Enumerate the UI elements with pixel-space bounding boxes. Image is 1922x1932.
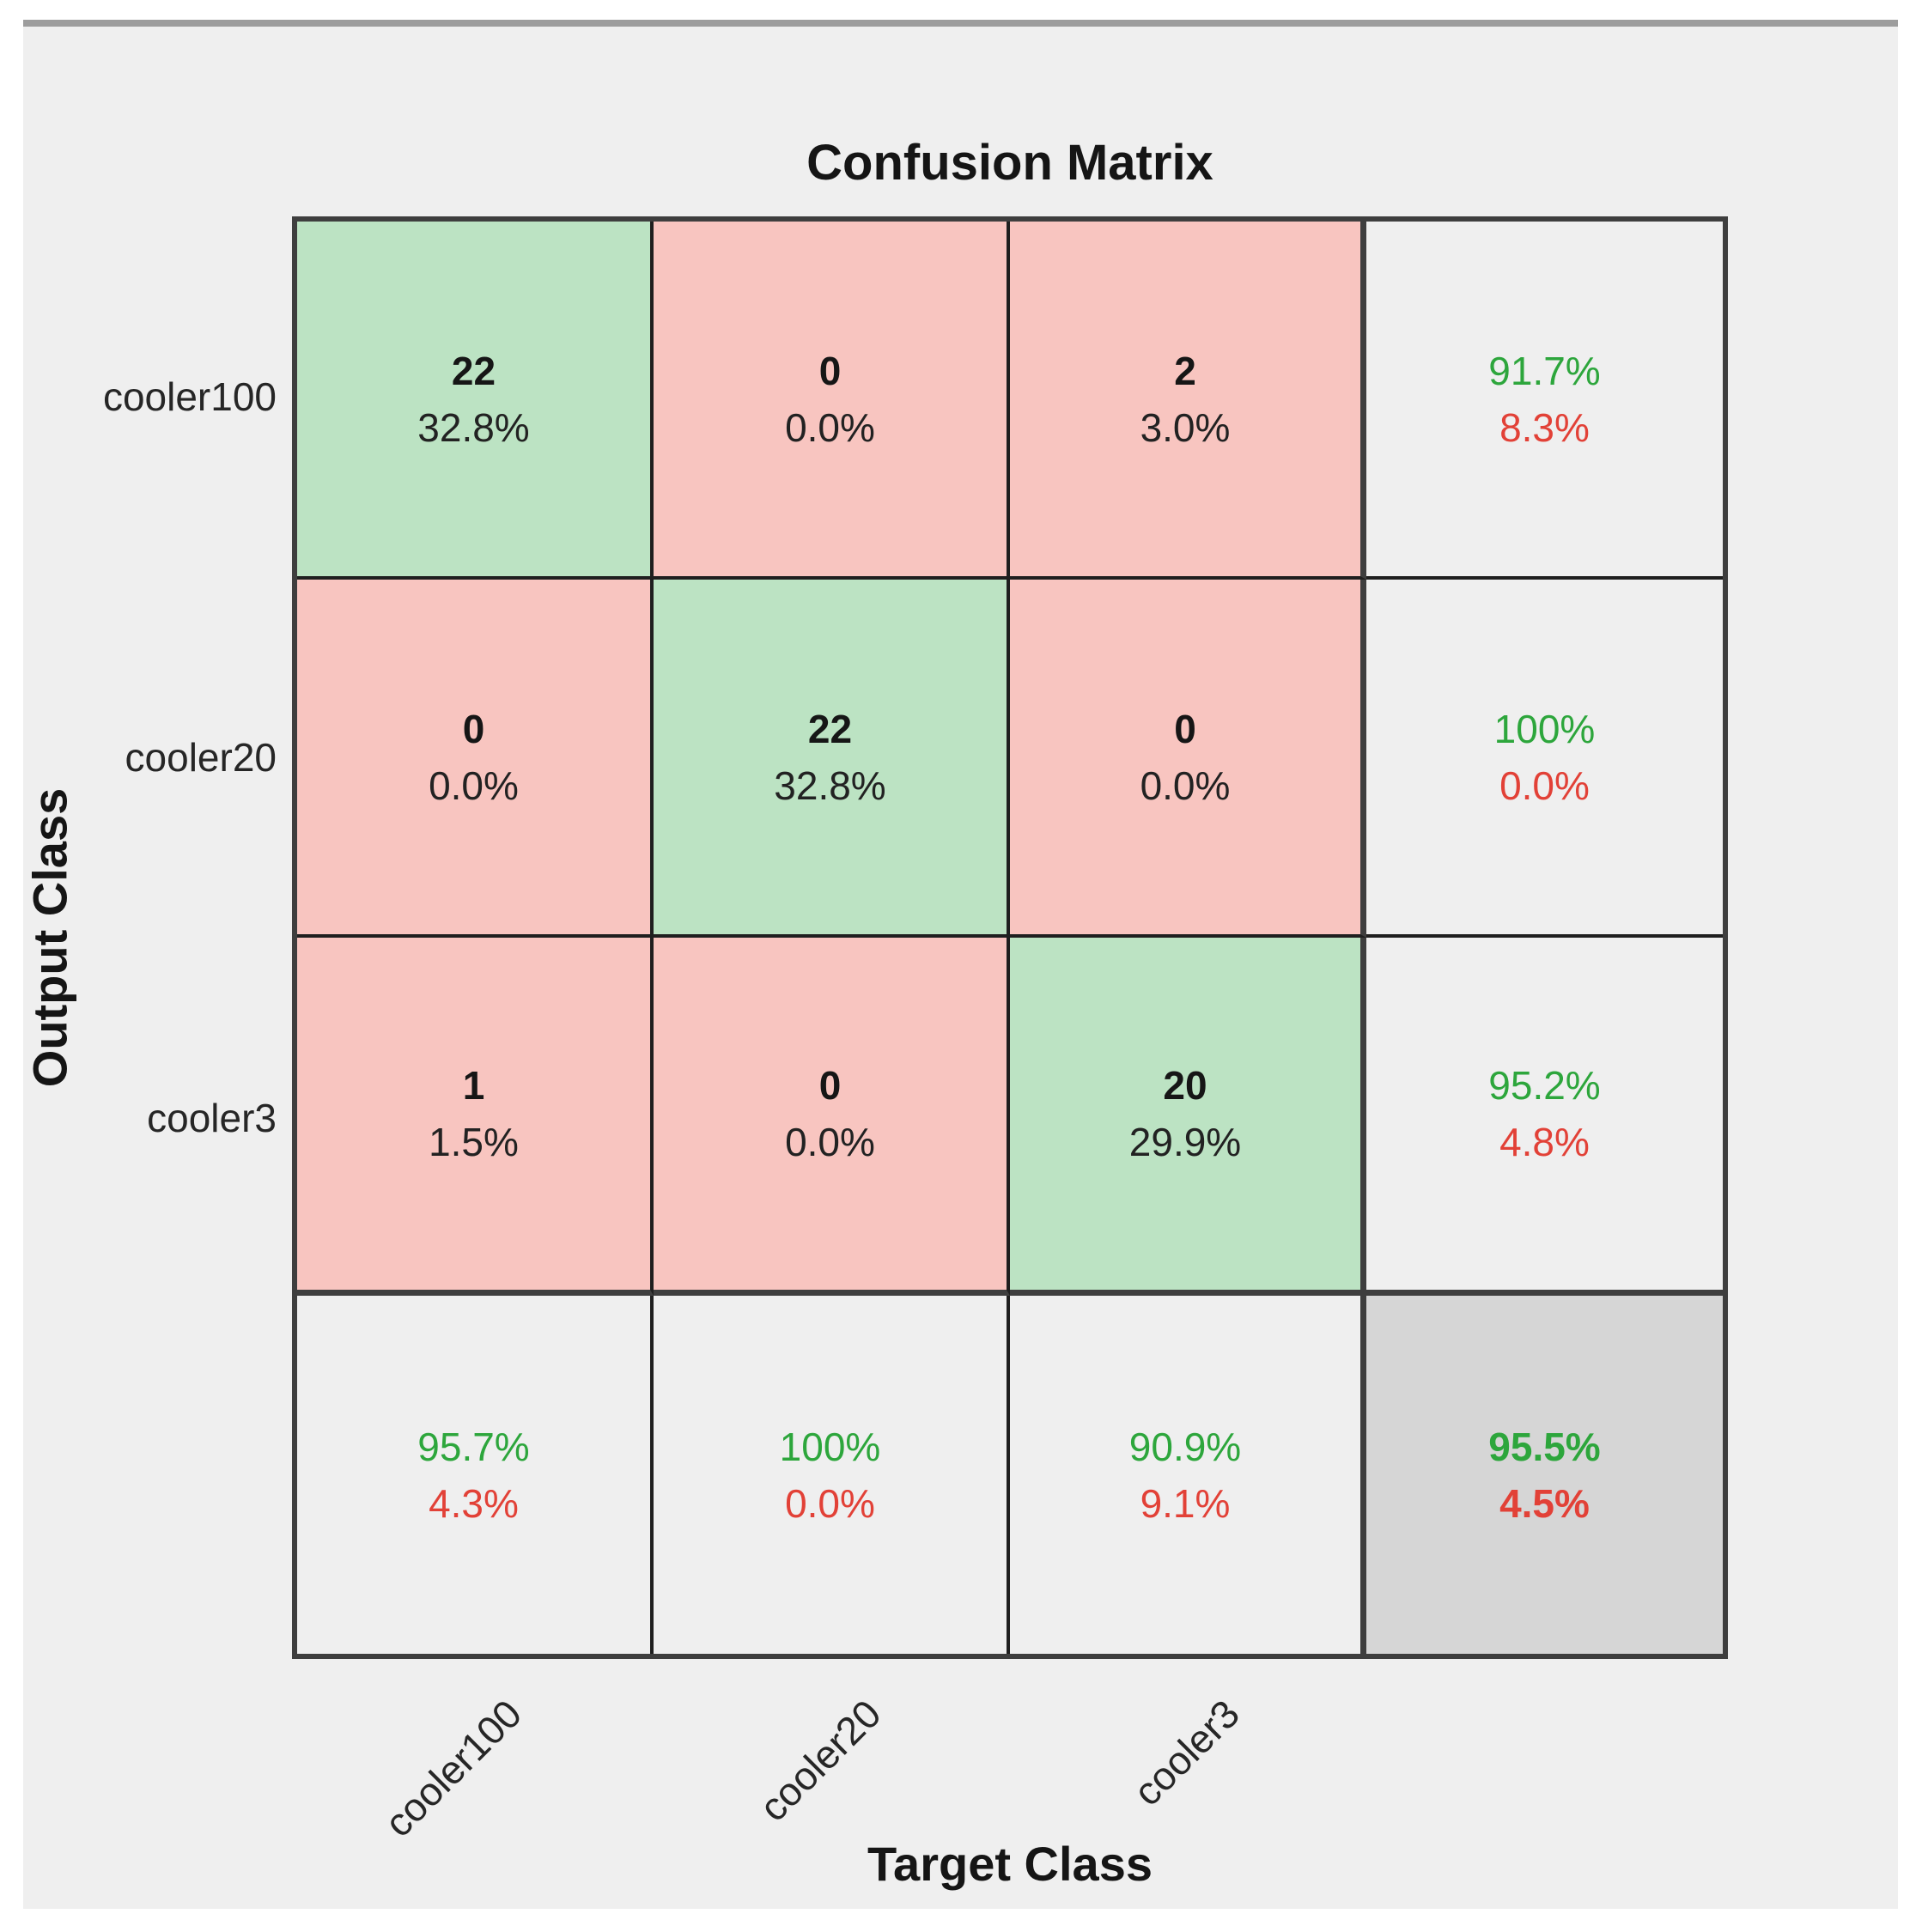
cell-positive-percent: 90.9% [1128, 1424, 1242, 1469]
cell-positive-percent: 100% [779, 1424, 881, 1469]
cell-positive-percent: 95.2% [1488, 1063, 1601, 1108]
x-axis-label: Target Class [867, 1837, 1153, 1891]
cell-r3c3: 20 29.9% [1010, 938, 1366, 1296]
overall-accuracy-percent: 95.5% [1488, 1424, 1601, 1469]
cell-count: 0 [462, 706, 485, 751]
cell-percent: 0.0% [785, 1120, 875, 1164]
cell-count: 0 [818, 1063, 842, 1108]
cell-count: 22 [451, 348, 496, 393]
cell-r2c3: 0 0.0% [1010, 580, 1366, 938]
cell-count: 22 [807, 706, 853, 751]
cell-percent: 0.0% [1140, 762, 1231, 808]
y-tick-cooler3: cooler3 [147, 1096, 277, 1140]
cell-count: 1 [462, 1063, 485, 1108]
cell-positive-percent: 91.7% [1488, 348, 1601, 393]
cell-r3-summary: 95.2% 4.8% [1366, 938, 1723, 1296]
cell-negative-percent: 4.3% [429, 1480, 519, 1526]
cell-count: 0 [1174, 706, 1196, 751]
cell-negative-percent: 0.0% [785, 1480, 875, 1526]
cell-percent: 3.0% [1140, 404, 1231, 450]
cell-percent: 32.8% [774, 762, 886, 808]
cell-overall-accuracy: 95.5% 4.5% [1366, 1296, 1723, 1654]
confusion-matrix-grid: 22 32.8% 0 0.0% 2 3.0% 91.7% 8.3% 0 0.0%… [292, 216, 1728, 1659]
overall-error-percent: 4.5% [1499, 1480, 1590, 1526]
cell-r3c1: 1 1.5% [297, 938, 654, 1296]
chart-title: Confusion Matrix [806, 135, 1213, 191]
cell-percent: 1.5% [429, 1120, 519, 1164]
cell-percent: 0.0% [429, 762, 519, 808]
cell-percent: 0.0% [785, 404, 875, 450]
cell-positive-percent: 100% [1493, 706, 1596, 751]
cell-negative-percent: 9.1% [1140, 1480, 1231, 1526]
cell-count: 0 [818, 348, 842, 393]
cell-r3c2: 0 0.0% [654, 938, 1010, 1296]
cell-r1-summary: 91.7% 8.3% [1366, 222, 1723, 580]
cell-c1-summary: 95.7% 4.3% [297, 1296, 654, 1654]
cell-percent: 29.9% [1128, 1120, 1242, 1164]
y-tick-cooler20: cooler20 [125, 735, 277, 780]
y-axis-label: Output Class [22, 787, 77, 1088]
cell-positive-percent: 95.7% [417, 1424, 530, 1469]
cell-negative-percent: 4.8% [1499, 1120, 1590, 1164]
figure-top-border [23, 20, 1898, 27]
y-tick-cooler100: cooler100 [102, 374, 277, 419]
cell-negative-percent: 8.3% [1499, 404, 1590, 450]
cell-count: 2 [1174, 348, 1196, 393]
cell-r1c2: 0 0.0% [654, 222, 1010, 580]
cell-percent: 32.8% [417, 404, 530, 450]
cell-r2c2: 22 32.8% [654, 580, 1010, 938]
cell-c3-summary: 90.9% 9.1% [1010, 1296, 1366, 1654]
cell-negative-percent: 0.0% [1499, 762, 1590, 808]
cell-c2-summary: 100% 0.0% [654, 1296, 1010, 1654]
cell-count: 20 [1163, 1063, 1207, 1108]
cell-r2-summary: 100% 0.0% [1366, 580, 1723, 938]
cell-r2c1: 0 0.0% [297, 580, 654, 938]
cell-r1c3: 2 3.0% [1010, 222, 1366, 580]
cell-r1c1: 22 32.8% [297, 222, 654, 580]
